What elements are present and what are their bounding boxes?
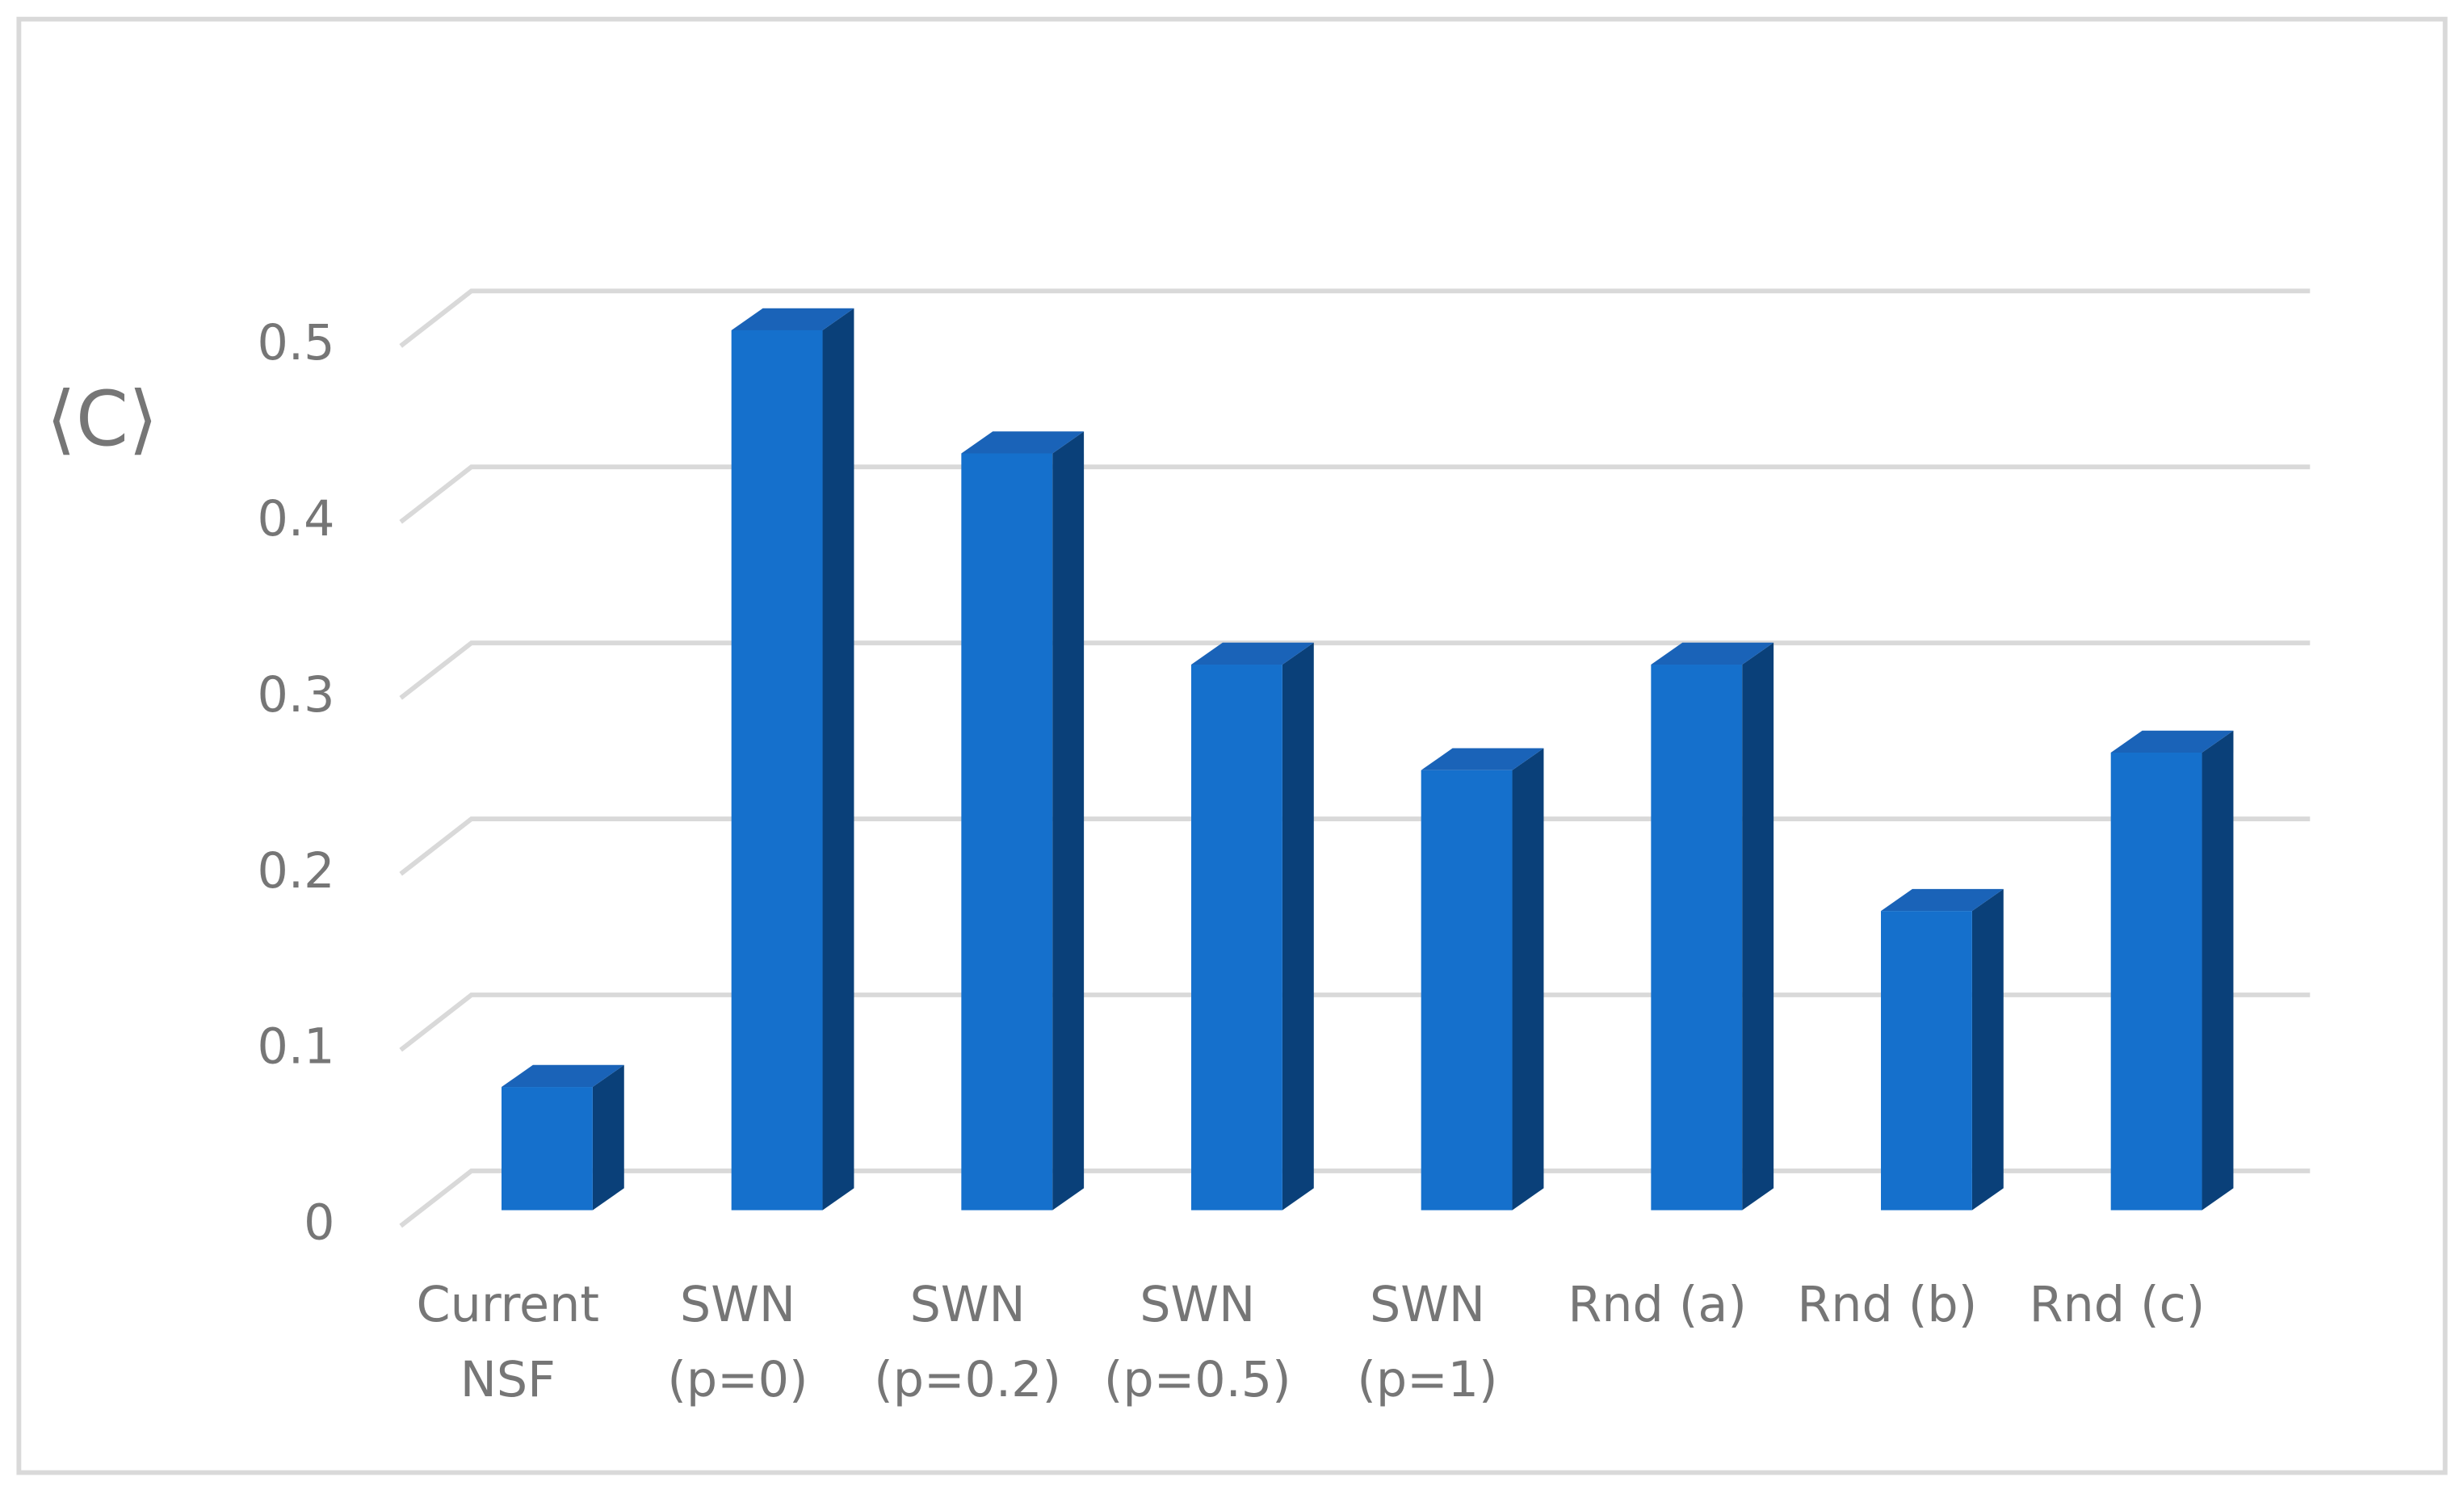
bar-side xyxy=(1282,642,1314,1211)
x-tick-label: SWN xyxy=(1370,1277,1485,1333)
bar-side xyxy=(822,308,854,1211)
y-tick-label: 0.1 xyxy=(258,1019,335,1076)
bar-top xyxy=(1651,642,1774,665)
x-tick-label: SWN xyxy=(910,1277,1026,1333)
x-tick-label: (p=0.5) xyxy=(1104,1352,1291,1408)
bar-front xyxy=(731,329,823,1211)
bar xyxy=(731,308,854,1211)
grid-line xyxy=(399,464,2311,524)
bar-front xyxy=(1651,665,1743,1211)
y-tick-label: 0.4 xyxy=(258,491,335,548)
bar-top xyxy=(1881,888,2004,912)
x-tick-label: Rnd (c) xyxy=(2030,1277,2206,1333)
bar-top xyxy=(2110,730,2234,753)
y-tick-label: 0.3 xyxy=(258,667,335,724)
bar-side xyxy=(1971,888,2004,1211)
bar-side xyxy=(1512,748,1544,1211)
bar-side xyxy=(2202,730,2234,1211)
y-tick-label: 0.2 xyxy=(258,843,335,900)
x-tick-label: SWN xyxy=(1140,1277,1255,1333)
bar-front xyxy=(1881,911,1972,1211)
bar-front xyxy=(501,1087,593,1211)
bar xyxy=(1421,748,1544,1211)
bar xyxy=(2110,730,2234,1211)
bar-side xyxy=(592,1064,624,1211)
bar xyxy=(1881,888,2004,1211)
bar xyxy=(1651,642,1774,1211)
bar-side xyxy=(1052,431,1085,1211)
x-tick-label: (p=0) xyxy=(667,1352,808,1408)
y-tick-label: 0.5 xyxy=(258,315,335,371)
x-tick-label: SWN xyxy=(680,1277,795,1333)
bar xyxy=(961,431,1085,1211)
bar-side xyxy=(1742,642,1774,1211)
x-tick-label: NSF xyxy=(460,1352,556,1408)
bar-front xyxy=(2110,752,2202,1211)
x-tick-label: Current xyxy=(417,1277,599,1333)
bar-top xyxy=(1191,642,1314,665)
bar-front xyxy=(961,453,1053,1211)
bar xyxy=(501,1064,624,1211)
x-tick-label: (p=1) xyxy=(1357,1352,1497,1408)
y-axis-label: ⟨C⟩ xyxy=(46,376,157,464)
bar-top xyxy=(501,1064,624,1088)
bar-front xyxy=(1191,665,1282,1211)
x-tick-label: Rnd (b) xyxy=(1797,1277,1977,1333)
bar-front xyxy=(1421,770,1513,1211)
bar-top xyxy=(731,308,854,330)
bar xyxy=(1191,642,1314,1211)
x-tick-label: Rnd (a) xyxy=(1568,1277,1747,1333)
x-tick-label: (p=0.2) xyxy=(874,1352,1061,1408)
grid-line xyxy=(399,288,2311,348)
bar-top xyxy=(1421,748,1544,770)
y-tick-label: 0 xyxy=(304,1195,334,1252)
bar-top xyxy=(961,431,1085,454)
